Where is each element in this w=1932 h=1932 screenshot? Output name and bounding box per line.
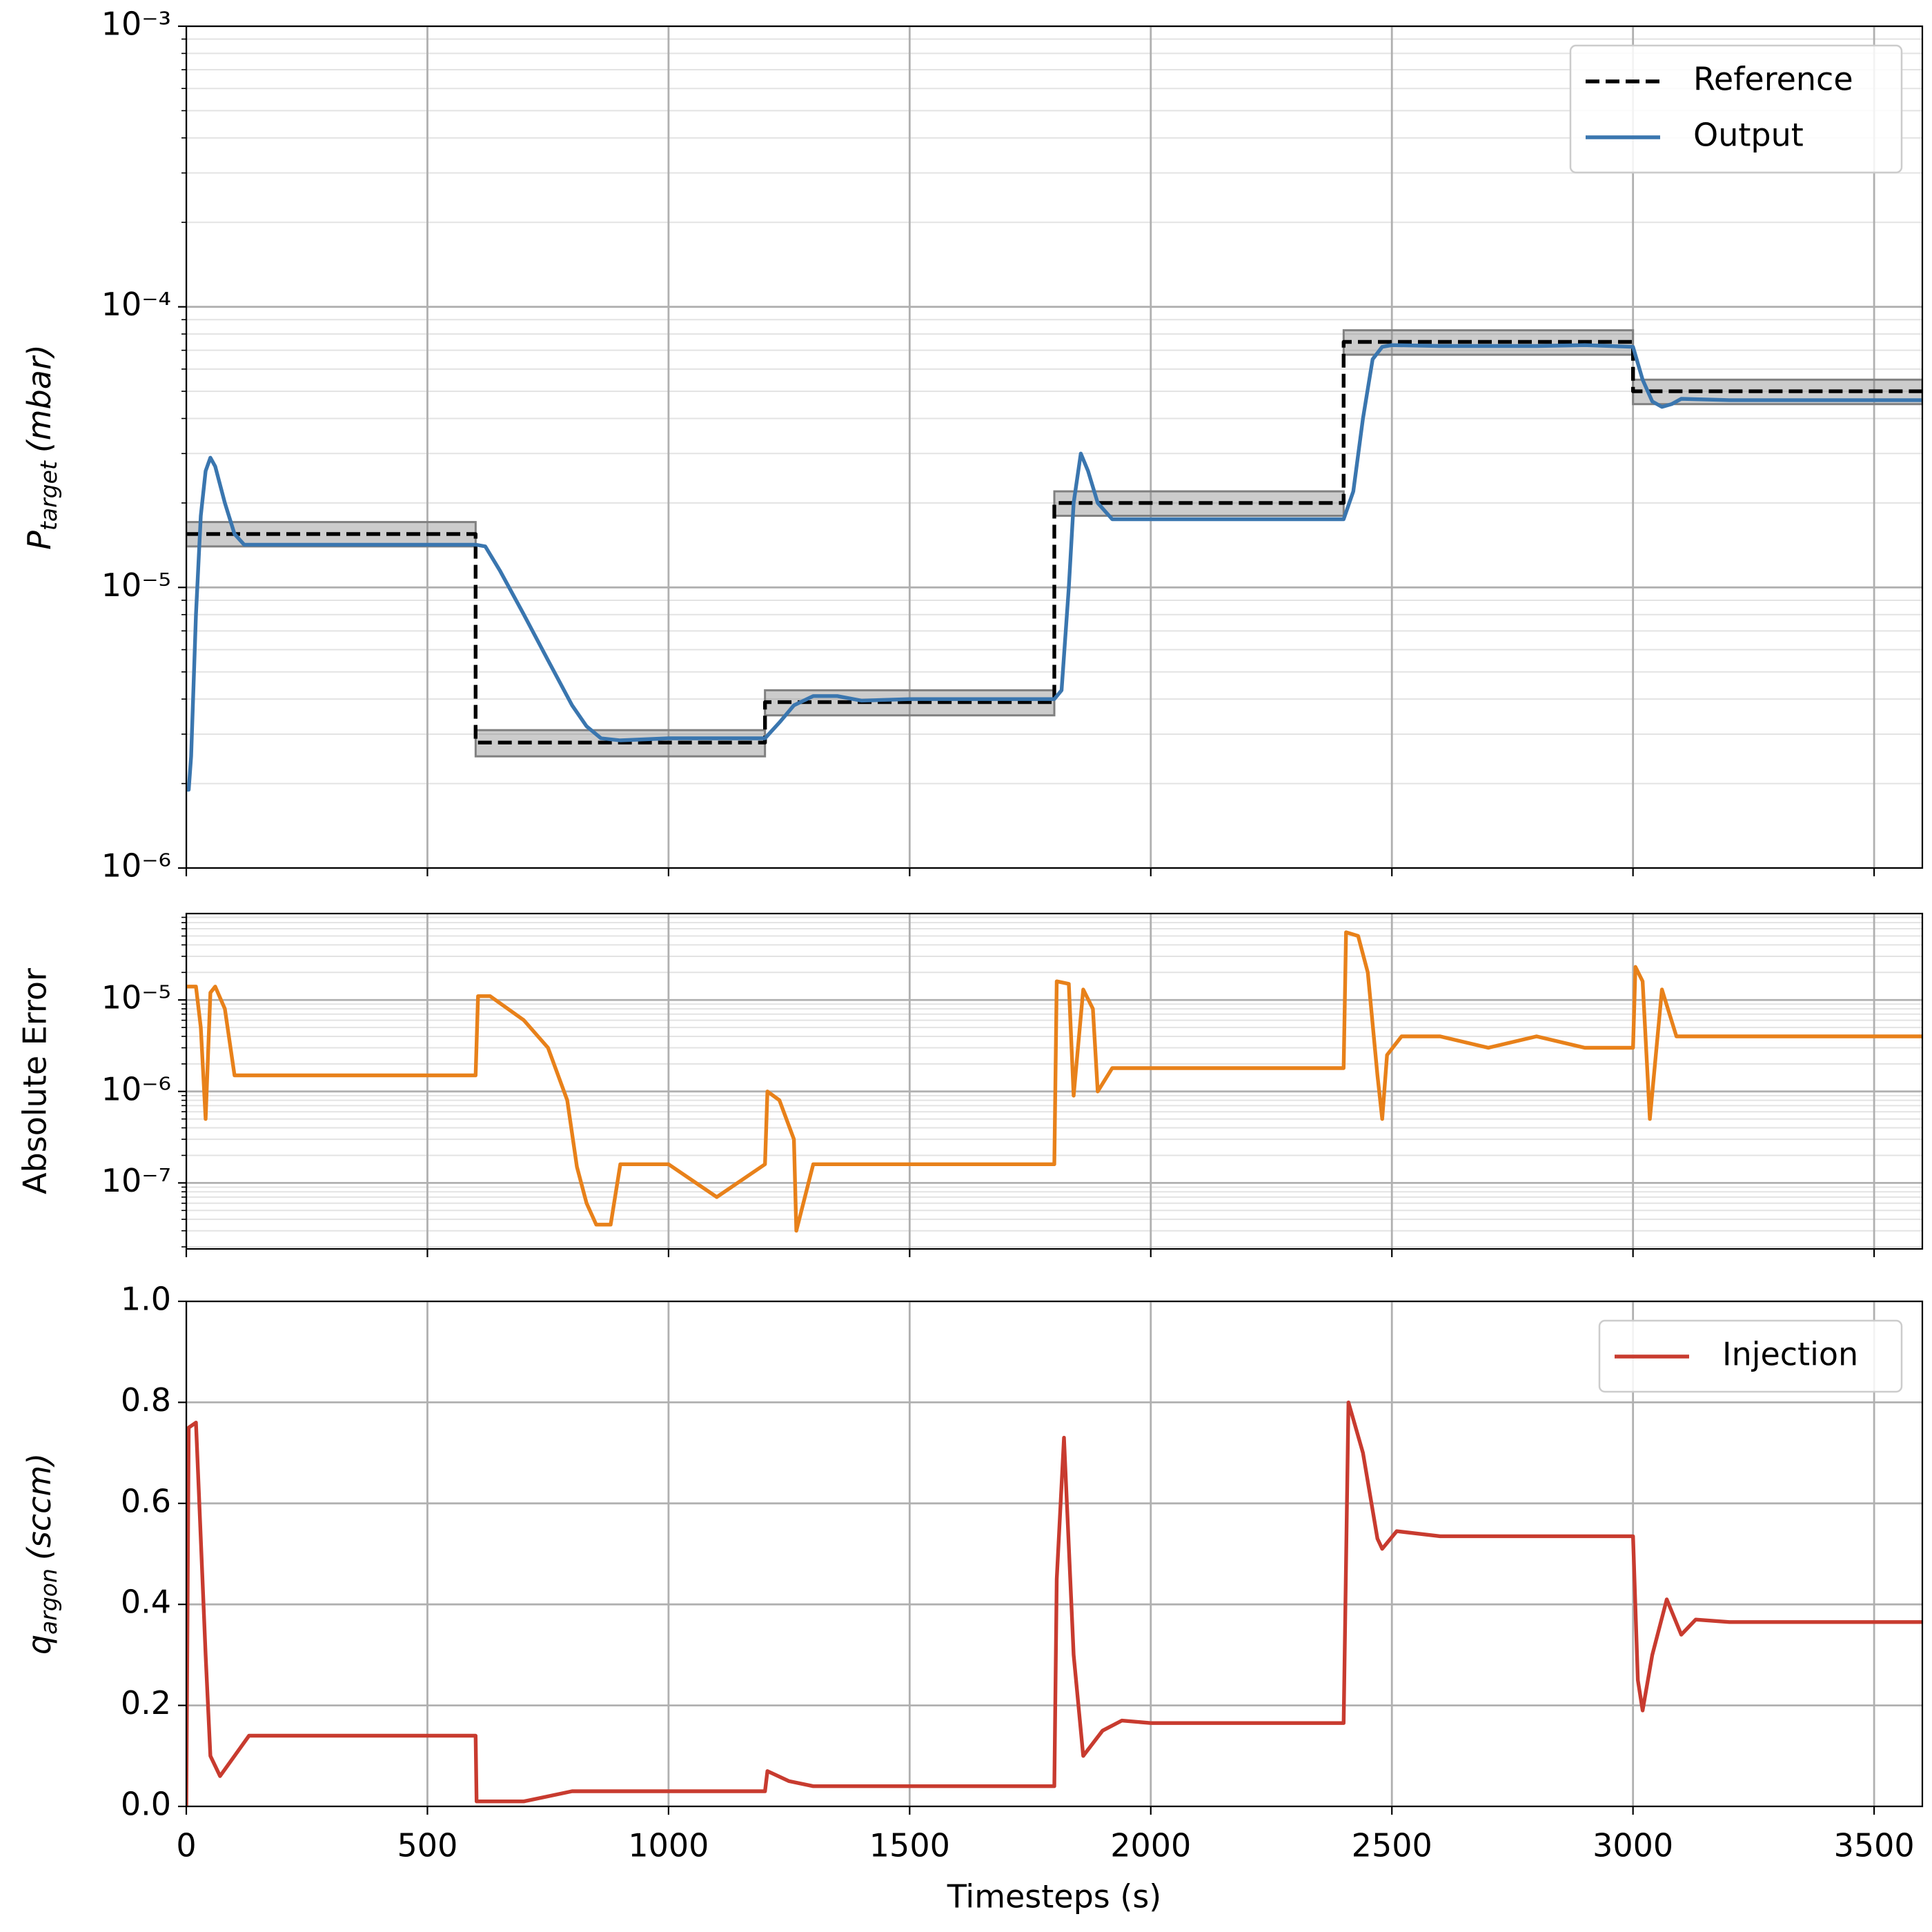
x-tick-label: 2500 [1352,1827,1432,1864]
x-tick-label: 1000 [628,1827,709,1864]
y-tick-label: 10⁻⁵ [101,979,171,1016]
y-label-main: P [21,531,58,550]
legend-label: Output [1693,117,1804,154]
y-tick-label: 0.4 [121,1584,171,1621]
y-axis-label: Ptarget (mbar) [21,344,62,550]
legend-box [1598,1319,1903,1393]
y-tick-label: 0.8 [121,1381,171,1419]
x-tick-label: 3500 [1834,1827,1915,1864]
y-tick-label: 10⁻⁶ [101,1070,171,1107]
y-tick-label: 10⁻³ [101,6,171,43]
plot-area [186,914,1922,1249]
y-label-main: q [21,1635,58,1655]
y-tick-label: 10⁻⁴ [101,286,171,323]
x-tick-label: 2000 [1110,1827,1191,1864]
y-label-rest: (mbar) [21,344,58,453]
legend-label: Reference [1693,61,1853,98]
y-axis-label: Absolute Error [17,968,54,1194]
x-tick-label: 3000 [1593,1827,1673,1864]
series-line [186,343,1922,792]
y-tick-label: 0.2 [121,1684,171,1722]
y-tick-label: 10⁻⁵ [101,566,171,604]
y-label-sub: target [35,460,62,531]
x-tick-label: 0 [176,1827,196,1864]
y-tick-label: 10⁻⁶ [101,847,171,885]
x-tick-label: 500 [397,1827,458,1864]
y-label-sub: argon [35,1568,62,1635]
axes-frame [185,1300,1924,1808]
legend-label: Injection [1722,1336,1858,1373]
y-axis-label: qargon (sccm) [21,1453,62,1655]
legend-box [1569,44,1903,174]
x-axis-label: Timesteps (s) [947,1878,1162,1915]
x-tick-label: 1500 [869,1827,950,1864]
plot-area [186,1301,1922,1806]
axes-frame [185,25,1924,869]
y-tick-label: 0.0 [121,1786,171,1823]
y-tick-label: 10⁻⁷ [101,1162,171,1199]
axes-frame [185,912,1924,1250]
y-tick-label: 1.0 [121,1281,171,1318]
y-label-rest: (sccm) [21,1453,58,1560]
series-line [186,1400,1922,1806]
y-tick-label: 0.6 [121,1482,171,1519]
series-line [186,930,1922,1233]
